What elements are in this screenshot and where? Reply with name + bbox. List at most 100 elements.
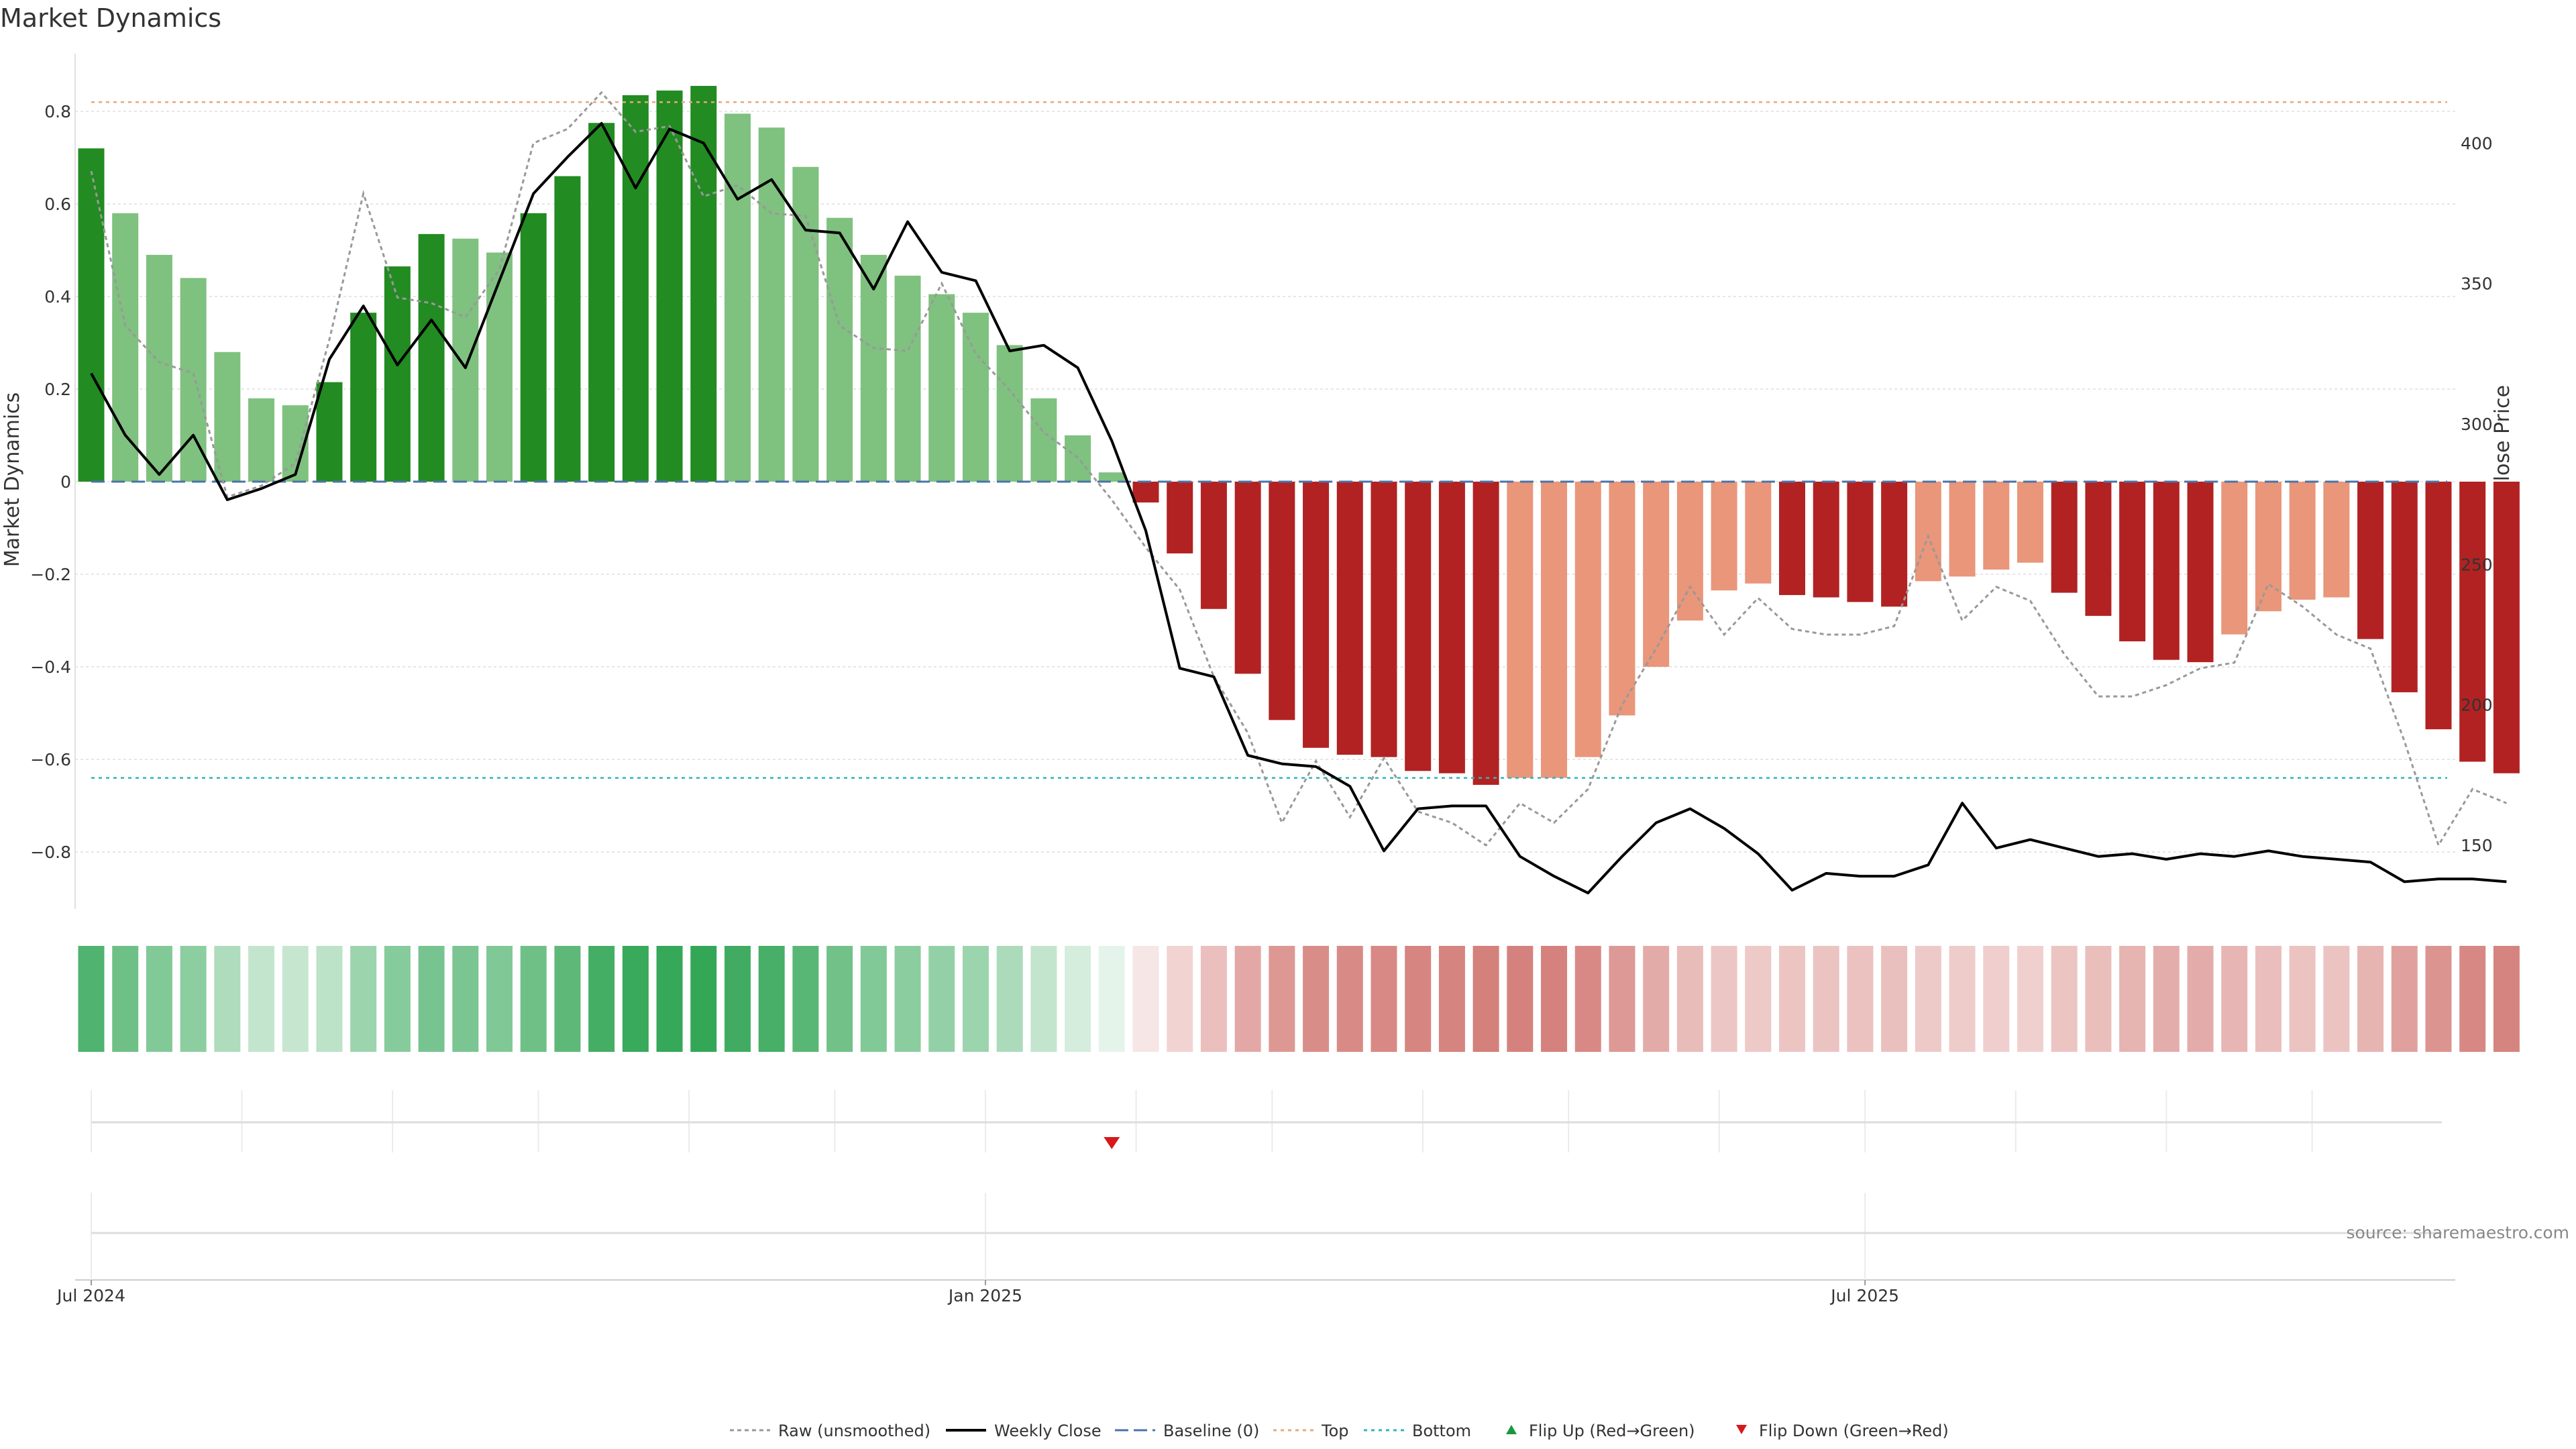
x-tick-label: Jan 2025 — [947, 1286, 1022, 1305]
y-tick-label: −0.4 — [30, 657, 71, 677]
dynamics-bar — [1915, 482, 1941, 582]
heat-cell — [1847, 946, 1874, 1052]
heat-cell — [2017, 946, 2043, 1052]
heat-cell — [316, 946, 343, 1052]
heat-cell — [1507, 946, 1534, 1052]
lines — [90, 91, 2507, 895]
heat-cell — [1132, 946, 1159, 1052]
heat-cell — [112, 946, 139, 1052]
y-tick-label: −0.6 — [30, 750, 71, 769]
heat-cell — [1472, 946, 1499, 1052]
dynamics-bar — [860, 254, 887, 482]
dynamics-bar — [2391, 482, 2418, 692]
dynamics-bar — [1336, 482, 1363, 755]
heat-cell — [2323, 946, 2350, 1052]
dynamics-bar — [1200, 482, 1227, 609]
dynamics-bar — [2425, 482, 2452, 730]
dynamics-bar — [1507, 482, 1534, 778]
dynamics-bar — [1098, 472, 1125, 482]
heat-cell — [1371, 946, 1397, 1052]
heat-cell — [2119, 946, 2146, 1052]
heat-cell — [928, 946, 955, 1052]
heat-cell — [520, 946, 547, 1052]
heat-cell — [758, 946, 785, 1052]
heat-strip — [78, 946, 2520, 1052]
dynamics-bar — [2051, 482, 2078, 593]
dynamics-bar — [1303, 482, 1330, 748]
dynamics-bar — [894, 275, 921, 482]
heat-cell — [860, 946, 887, 1052]
dynamics-bar — [1609, 482, 1635, 716]
dynamics-bar — [418, 233, 445, 482]
dynamics-bar — [2187, 482, 2214, 663]
dynamics-bar — [452, 238, 479, 482]
dynamics-bar — [2221, 482, 2248, 635]
heat-cell — [452, 946, 479, 1052]
heat-cell — [214, 946, 241, 1052]
dynamics-bar — [656, 90, 683, 482]
legend-label: Raw (unsmoothed) — [778, 1421, 930, 1440]
x-tick-label: Jul 2025 — [1829, 1286, 1899, 1305]
heat-cell — [146, 946, 172, 1052]
heat-cell — [1405, 946, 1432, 1052]
y-tick-label: 0.6 — [44, 195, 71, 214]
chart-title: Market Dynamics — [0, 3, 221, 33]
dynamics-bar — [2255, 482, 2282, 612]
flip-down-marker — [1104, 1137, 1120, 1149]
heat-cell — [1881, 946, 1908, 1052]
heat-cell — [1541, 946, 1568, 1052]
heat-cell — [1200, 946, 1227, 1052]
dynamics-bar — [1405, 482, 1432, 771]
dynamics-bar — [350, 313, 377, 482]
heat-cell — [792, 946, 819, 1052]
dynamics-bar — [1541, 482, 1568, 778]
heat-cell — [1643, 946, 1670, 1052]
bars — [78, 86, 2520, 785]
legend-label: Weekly Close — [994, 1421, 1102, 1440]
heat-cell — [656, 946, 683, 1052]
dynamics-bar — [180, 278, 207, 482]
dynamics-bar — [1813, 482, 1839, 598]
heat-cell — [588, 946, 615, 1052]
heat-cell — [2051, 946, 2078, 1052]
lower-panel — [91, 1193, 2442, 1280]
dynamics-bar — [1574, 482, 1601, 757]
heat-cell — [2255, 946, 2282, 1052]
dynamics-bar — [1949, 482, 1976, 577]
y2-tick-label: 350 — [2461, 274, 2493, 294]
dynamics-bar — [2153, 482, 2180, 660]
heat-cell — [1030, 946, 1057, 1052]
heat-cell — [418, 946, 445, 1052]
dynamics-bar — [1167, 482, 1193, 553]
dynamics-bar — [248, 398, 275, 482]
dynamics-bar — [996, 345, 1023, 482]
dynamics-bar — [1881, 482, 1908, 607]
heat-cell — [826, 946, 853, 1052]
dynamics-bar — [520, 213, 547, 482]
heat-cell — [1983, 946, 2010, 1052]
heat-cell — [248, 946, 275, 1052]
weekly-close-line — [90, 121, 2507, 895]
dynamics-bar — [2493, 482, 2520, 773]
heat-cell — [1234, 946, 1261, 1052]
heat-cell — [180, 946, 207, 1052]
dynamics-bar — [1983, 482, 2010, 570]
axes: 0.8 0.6 0.4 0.2 0 −0.2 −0.4 −0.6 −0.8 400 350 300 25… — [30, 54, 2493, 1305]
dynamics-bar — [1472, 482, 1499, 785]
y2-tick-label: 200 — [2461, 696, 2493, 715]
legend-label: Baseline (0) — [1163, 1421, 1259, 1440]
heat-cell — [622, 946, 649, 1052]
heat-cell — [690, 946, 717, 1052]
heat-cell — [1065, 946, 1091, 1052]
legend-label: Bottom — [1412, 1421, 1471, 1440]
dynamics-bar — [588, 123, 615, 482]
heat-cell — [2085, 946, 2112, 1052]
flip-panel — [91, 1090, 2442, 1152]
heat-cell — [78, 946, 105, 1052]
heat-cell — [1303, 946, 1330, 1052]
dynamics-bar — [2357, 482, 2384, 639]
dynamics-bar — [486, 252, 513, 482]
dynamics-bar — [1065, 435, 1091, 482]
dynamics-bar — [622, 95, 649, 482]
dynamics-bar — [1438, 482, 1465, 773]
